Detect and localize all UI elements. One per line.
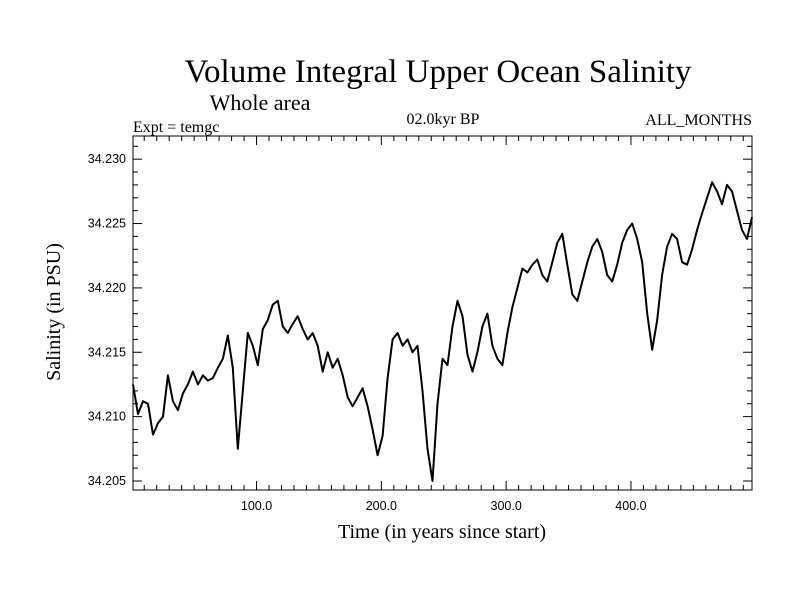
x-axis-label: Time (in years since start) [338,521,546,543]
x-tick-label: 300.0 [491,499,522,513]
chart-subtitle: Whole area [210,90,311,115]
chart-title: Volume Integral Upper Ocean Salinity [184,54,692,90]
y-tick-label: 34.225 [88,217,126,231]
period-label: 02.0kyr BP [407,111,480,128]
y-tick-label: 34.205 [88,474,126,488]
y-axis-label: Salinity (in PSU) [43,243,65,381]
y-tick-label: 34.215 [88,345,126,359]
x-tick-label: 100.0 [241,499,272,513]
x-tick-label: 400.0 [615,499,646,513]
x-tick-label: 200.0 [366,499,397,513]
y-tick-label: 34.220 [88,281,126,295]
y-tick-label: 34.230 [88,152,126,166]
experiment-label: Expt = temgc [133,119,219,136]
y-tick-label: 34.210 [88,410,126,424]
plot-frame [132,135,753,491]
months-label: ALL_MONTHS [645,112,752,129]
axis-ticks: 100.0 200.0 300.0 400.0 34.205 34.210 34.215 34… [88,136,752,513]
salinity-series-line [132,181,753,482]
